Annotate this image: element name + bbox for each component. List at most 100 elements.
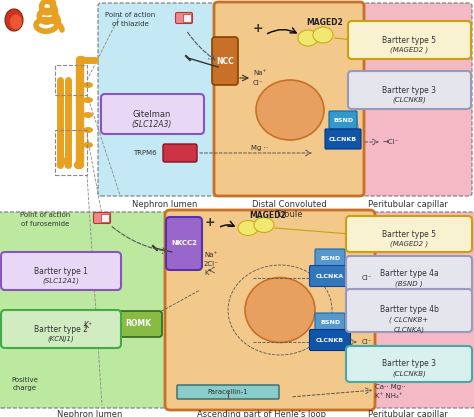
Text: Ca·· Mg··: Ca·· Mg·· — [375, 384, 406, 390]
FancyBboxPatch shape — [114, 311, 162, 337]
Text: K⁺: K⁺ — [83, 321, 92, 329]
Text: Nephron lumen: Nephron lumen — [132, 200, 198, 209]
FancyBboxPatch shape — [166, 217, 202, 270]
FancyBboxPatch shape — [101, 214, 109, 222]
Text: Point of action: Point of action — [105, 12, 155, 18]
FancyBboxPatch shape — [212, 37, 238, 85]
Text: Mg ··: Mg ·· — [251, 145, 269, 151]
Text: Bartter type 5: Bartter type 5 — [382, 35, 436, 45]
FancyBboxPatch shape — [315, 313, 345, 331]
Text: Na⁺: Na⁺ — [253, 70, 266, 76]
FancyBboxPatch shape — [348, 71, 471, 109]
FancyBboxPatch shape — [1, 252, 121, 290]
FancyBboxPatch shape — [163, 144, 197, 162]
FancyBboxPatch shape — [346, 289, 472, 332]
Ellipse shape — [256, 80, 324, 140]
Text: NCC: NCC — [216, 56, 234, 65]
FancyBboxPatch shape — [348, 21, 471, 59]
Text: BSND: BSND — [333, 118, 353, 123]
Text: CLCNKA): CLCNKA) — [393, 327, 425, 333]
Text: Nephron lumen: Nephron lumen — [57, 410, 123, 417]
Ellipse shape — [238, 221, 258, 236]
FancyBboxPatch shape — [346, 346, 472, 382]
Ellipse shape — [83, 97, 93, 103]
Text: (CLCNKB): (CLCNKB) — [392, 371, 426, 377]
Text: (SLC12A1): (SLC12A1) — [43, 278, 80, 284]
FancyBboxPatch shape — [325, 129, 361, 149]
Text: of furosemide: of furosemide — [21, 221, 69, 227]
FancyBboxPatch shape — [310, 266, 350, 286]
Text: Cl⁻: Cl⁻ — [253, 80, 264, 86]
Text: CLCNKB: CLCNKB — [316, 337, 344, 342]
Text: CLCNKB: CLCNKB — [329, 136, 357, 141]
Text: 2Cl⁻: 2Cl⁻ — [204, 261, 219, 267]
Text: Bartter type 1: Bartter type 1 — [34, 266, 88, 276]
Text: ( CLCNKB+: ( CLCNKB+ — [390, 317, 428, 323]
Ellipse shape — [245, 277, 315, 342]
FancyBboxPatch shape — [0, 212, 214, 408]
Text: ROMK: ROMK — [125, 319, 151, 329]
Text: (MAGED2 ): (MAGED2 ) — [390, 47, 428, 53]
Text: Ascending part of Henle's loop: Ascending part of Henle's loop — [198, 410, 327, 417]
Text: (SLC12A3): (SLC12A3) — [132, 120, 172, 128]
Ellipse shape — [83, 112, 93, 118]
Text: →Cl⁻: →Cl⁻ — [383, 139, 400, 145]
Ellipse shape — [5, 9, 23, 31]
FancyBboxPatch shape — [329, 111, 357, 129]
Ellipse shape — [313, 27, 333, 43]
Text: CLCNKA: CLCNKA — [316, 274, 344, 279]
Text: Bartter type 4a: Bartter type 4a — [380, 269, 438, 279]
Text: +: + — [253, 22, 264, 35]
FancyBboxPatch shape — [344, 212, 474, 408]
FancyBboxPatch shape — [346, 256, 472, 292]
Ellipse shape — [298, 30, 318, 46]
Text: MAGED2: MAGED2 — [307, 18, 343, 27]
Text: Positive: Positive — [11, 377, 38, 383]
FancyBboxPatch shape — [101, 94, 204, 134]
Text: (CLCNKB): (CLCNKB) — [392, 97, 426, 103]
Text: Bartter type 4b: Bartter type 4b — [380, 306, 438, 314]
Text: Peritubular capillar: Peritubular capillar — [368, 410, 448, 417]
Text: BSND: BSND — [320, 319, 340, 324]
Text: +: + — [205, 216, 215, 229]
FancyBboxPatch shape — [315, 249, 345, 267]
Text: BSND: BSND — [320, 256, 340, 261]
Text: K⁺ NH₄⁺: K⁺ NH₄⁺ — [375, 393, 402, 399]
Text: (KCNJ1): (KCNJ1) — [47, 336, 74, 342]
FancyBboxPatch shape — [183, 14, 191, 22]
Text: TRPM6: TRPM6 — [133, 150, 157, 156]
Text: Distal Convoluted
Tubule: Distal Convoluted Tubule — [252, 200, 327, 219]
FancyBboxPatch shape — [344, 3, 472, 196]
Text: Peritubular capillar: Peritubular capillar — [368, 200, 448, 209]
FancyBboxPatch shape — [177, 385, 279, 399]
Text: charge: charge — [13, 385, 37, 391]
FancyBboxPatch shape — [1, 310, 121, 348]
FancyBboxPatch shape — [214, 2, 364, 196]
Text: MAGED2: MAGED2 — [250, 211, 286, 219]
Ellipse shape — [254, 218, 274, 233]
FancyBboxPatch shape — [175, 13, 192, 23]
Text: K⁺: K⁺ — [204, 270, 212, 276]
Text: Cl⁻: Cl⁻ — [362, 275, 373, 281]
Ellipse shape — [10, 15, 22, 30]
Ellipse shape — [83, 127, 93, 133]
Ellipse shape — [83, 82, 93, 88]
Text: (MAGED2 ): (MAGED2 ) — [390, 241, 428, 247]
Ellipse shape — [83, 142, 93, 148]
Text: Bartter type 2: Bartter type 2 — [34, 324, 88, 334]
FancyBboxPatch shape — [93, 213, 110, 224]
Text: Na⁺: Na⁺ — [204, 252, 217, 258]
FancyBboxPatch shape — [310, 329, 350, 351]
FancyBboxPatch shape — [165, 210, 375, 410]
Text: Cl⁻: Cl⁻ — [362, 339, 373, 345]
Text: (BSND ): (BSND ) — [395, 281, 423, 287]
FancyBboxPatch shape — [98, 3, 232, 196]
Text: Bartter type 3: Bartter type 3 — [382, 359, 436, 369]
Text: Bartter type 3: Bartter type 3 — [382, 85, 436, 95]
Text: NKCC2: NKCC2 — [171, 240, 197, 246]
Text: Bartter type 5: Bartter type 5 — [382, 229, 436, 239]
Text: of thiazide: of thiazide — [111, 21, 148, 27]
Text: Paracellin-1: Paracellin-1 — [208, 389, 248, 395]
FancyBboxPatch shape — [346, 216, 472, 252]
Text: Point of action: Point of action — [20, 212, 70, 218]
